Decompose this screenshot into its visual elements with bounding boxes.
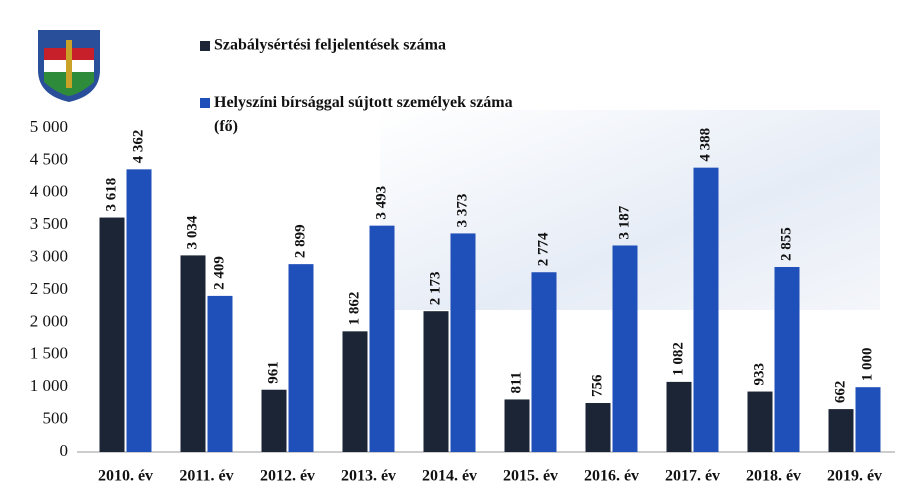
legend-label: Szabálysértési feljelentések száma	[214, 37, 446, 54]
bar	[369, 225, 395, 452]
bar	[747, 391, 773, 452]
y-tick-label: 4 500	[30, 149, 68, 168]
logo	[38, 30, 100, 102]
x-tick-label: 2019. év	[827, 468, 882, 485]
y-tick-label: 2 500	[30, 279, 68, 298]
value-label: 3 493	[373, 186, 389, 220]
value-label: 756	[589, 374, 605, 397]
y-tick-label: 0	[60, 441, 69, 460]
value-label: 2 899	[292, 224, 308, 258]
bar	[531, 272, 557, 452]
bar	[342, 331, 368, 452]
value-label: 3 618	[103, 178, 119, 212]
bar	[828, 409, 854, 452]
y-tick-label: 5 000	[30, 117, 68, 136]
x-tick-label: 2014. év	[422, 468, 477, 485]
bar	[504, 399, 530, 452]
y-tick-label: 3 500	[30, 214, 68, 233]
x-tick-label: 2018. év	[746, 468, 801, 485]
value-label: 2 409	[211, 256, 227, 290]
bar	[666, 381, 692, 452]
y-tick-label: 4 000	[30, 182, 68, 201]
bar	[180, 255, 206, 452]
value-label: 2 855	[778, 227, 794, 261]
value-label: 961	[265, 361, 281, 384]
value-label: 811	[508, 372, 524, 394]
value-label: 3 373	[454, 194, 470, 228]
legend-swatch	[200, 41, 210, 51]
y-tick-label: 500	[43, 409, 69, 428]
x-tick-label: 2010. év	[98, 468, 153, 485]
bar	[612, 245, 638, 452]
value-label: 3 187	[616, 205, 632, 239]
x-tick-label: 2012. év	[260, 468, 315, 485]
y-tick-label: 2 000	[30, 311, 68, 330]
x-tick-label: 2015. év	[503, 468, 558, 485]
bar	[450, 233, 476, 452]
bar	[261, 389, 287, 452]
x-tick-label: 2013. év	[341, 468, 396, 485]
value-label: 2 774	[535, 232, 551, 266]
legend-swatch	[200, 98, 210, 108]
x-tick-label: 2017. év	[665, 468, 720, 485]
bar	[855, 387, 881, 452]
bar	[126, 169, 152, 452]
value-label: 1 862	[346, 292, 362, 326]
bar	[99, 217, 125, 452]
bar	[693, 167, 719, 452]
y-tick-label: 1 500	[30, 344, 68, 363]
value-label: 662	[832, 381, 848, 404]
x-tick-label: 2011. év	[179, 468, 233, 485]
value-label: 1 000	[859, 347, 875, 381]
bar	[423, 311, 449, 452]
value-label: 3 034	[184, 215, 200, 249]
y-tick-label: 3 000	[30, 247, 68, 266]
value-label: 1 082	[670, 342, 686, 376]
legend-label: Helyszíni bírsággal sújtott személyek sz…	[214, 94, 513, 135]
value-label: 4 362	[130, 130, 146, 164]
bar	[585, 403, 611, 452]
value-label: 2 173	[427, 271, 443, 305]
value-label: 933	[751, 363, 767, 386]
y-tick-label: 1 000	[30, 376, 68, 395]
bar	[774, 266, 800, 452]
bar	[207, 295, 233, 452]
value-label: 4 388	[697, 128, 713, 162]
x-tick-label: 2016. év	[584, 468, 639, 485]
bar	[288, 264, 314, 452]
